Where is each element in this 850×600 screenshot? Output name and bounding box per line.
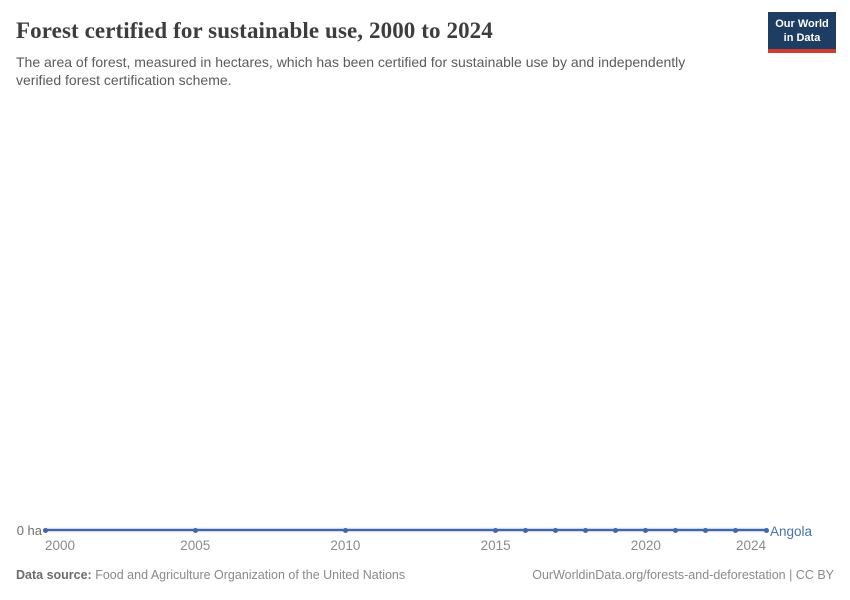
page-title: Forest certified for sustainable use, 20…: [16, 18, 493, 43]
header: Forest certified for sustainable use, 20…: [16, 12, 836, 53]
data-point-marker-2005[interactable]: [192, 527, 198, 533]
data-point-marker-2016[interactable]: [523, 527, 529, 533]
owid-logo[interactable]: Our World in Data: [768, 12, 836, 53]
x-axis-tick-label-2005: 2005: [180, 538, 211, 553]
data-point-marker-2015[interactable]: [493, 527, 499, 533]
data-point-marker-2019[interactable]: [613, 527, 619, 533]
y-axis-zero-label: 0 ha: [16, 523, 42, 538]
x-axis-tick-label-2000: 2000: [45, 538, 76, 553]
angola-series-line[interactable]: [45, 529, 766, 531]
x-axis-tick-label-2015: 2015: [480, 538, 511, 553]
footer: Data source: Food and Agriculture Organi…: [16, 568, 834, 582]
owid-logo-line2: in Data: [783, 32, 821, 45]
chart-subtitle: The area of forest, measured in hectares…: [16, 54, 686, 89]
entity-label-angola[interactable]: Angola: [770, 524, 813, 539]
data-point-marker-2018[interactable]: [583, 527, 589, 533]
data-point-marker-2021[interactable]: [673, 527, 679, 533]
x-axis-tick-label-2010: 2010: [330, 538, 361, 553]
data-point-marker-2017[interactable]: [553, 527, 559, 533]
data-point-marker-2023[interactable]: [733, 527, 739, 533]
data-point-marker-2000[interactable]: [42, 527, 48, 533]
data-point-marker-2010[interactable]: [342, 527, 348, 533]
data-point-marker-2022[interactable]: [703, 527, 709, 533]
data-source-label: Data source:: [16, 568, 92, 582]
data-point-marker-2024[interactable]: [763, 527, 769, 533]
x-axis-tick-label-2024: 2024: [735, 538, 766, 553]
footer-link[interactable]: OurWorldinData.org/forests-and-deforesta…: [532, 568, 834, 582]
data-source-text: Food and Agriculture Organization of the…: [95, 568, 406, 582]
data-point-marker-2020[interactable]: [643, 527, 649, 533]
x-axis-tick-label-2020: 2020: [630, 538, 661, 553]
data-source[interactable]: Data source: Food and Agriculture Organi…: [16, 568, 405, 582]
owid-logo-line1: Our World: [775, 18, 829, 30]
